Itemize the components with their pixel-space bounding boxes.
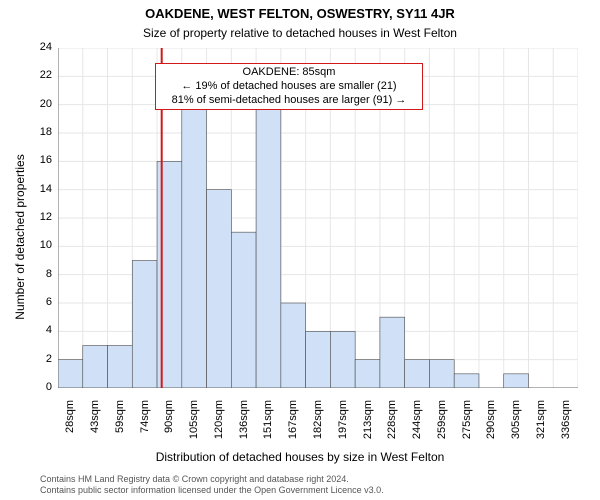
bar	[504, 374, 529, 388]
y-tick-label: 0	[28, 381, 52, 393]
chart-title-1: OAKDENE, WEST FELTON, OSWESTRY, SY11 4JR	[0, 6, 600, 21]
y-tick-label: 16	[28, 154, 52, 166]
annotation-line-1: OAKDENE: 85sqm	[162, 66, 416, 80]
bar	[182, 91, 207, 389]
y-tick-label: 4	[28, 324, 52, 336]
chart-title-2: Size of property relative to detached ho…	[0, 26, 600, 40]
bar	[281, 303, 306, 388]
footer-line-1: Contains HM Land Registry data © Crown c…	[40, 474, 600, 485]
bar	[58, 360, 83, 388]
bar	[355, 360, 380, 388]
annotation-line-3: 81% of semi-detached houses are larger (…	[162, 94, 416, 108]
bar	[108, 346, 133, 389]
y-tick-label: 12	[28, 211, 52, 223]
annotation-box: OAKDENE: 85sqm ← 19% of detached houses …	[155, 63, 423, 110]
footer-line-2: Contains public sector information licen…	[40, 485, 600, 496]
footer-text: Contains HM Land Registry data © Crown c…	[40, 474, 600, 497]
bar	[207, 190, 232, 388]
annotation-line-2: ← 19% of detached houses are smaller (21…	[162, 80, 416, 94]
bar	[429, 360, 454, 388]
bar	[132, 261, 157, 389]
bar	[83, 346, 108, 389]
y-tick-label: 10	[28, 239, 52, 251]
bar	[306, 331, 331, 388]
y-tick-label: 22	[28, 69, 52, 81]
y-tick-label: 2	[28, 353, 52, 365]
bars-group	[58, 76, 528, 388]
bar	[405, 360, 430, 388]
chart-container: OAKDENE, WEST FELTON, OSWESTRY, SY11 4JR…	[0, 0, 600, 500]
x-axis-label: Distribution of detached houses by size …	[0, 450, 600, 464]
bar	[256, 76, 281, 388]
y-tick-label: 18	[28, 126, 52, 138]
bar	[330, 331, 355, 388]
y-tick-label: 24	[28, 41, 52, 53]
y-tick-label: 6	[28, 296, 52, 308]
y-axis-label: Number of detached properties	[13, 67, 27, 407]
bar	[380, 317, 405, 388]
y-tick-label: 14	[28, 183, 52, 195]
y-tick-label: 20	[28, 98, 52, 110]
bar	[454, 374, 479, 388]
bar	[231, 232, 256, 388]
y-tick-label: 8	[28, 268, 52, 280]
